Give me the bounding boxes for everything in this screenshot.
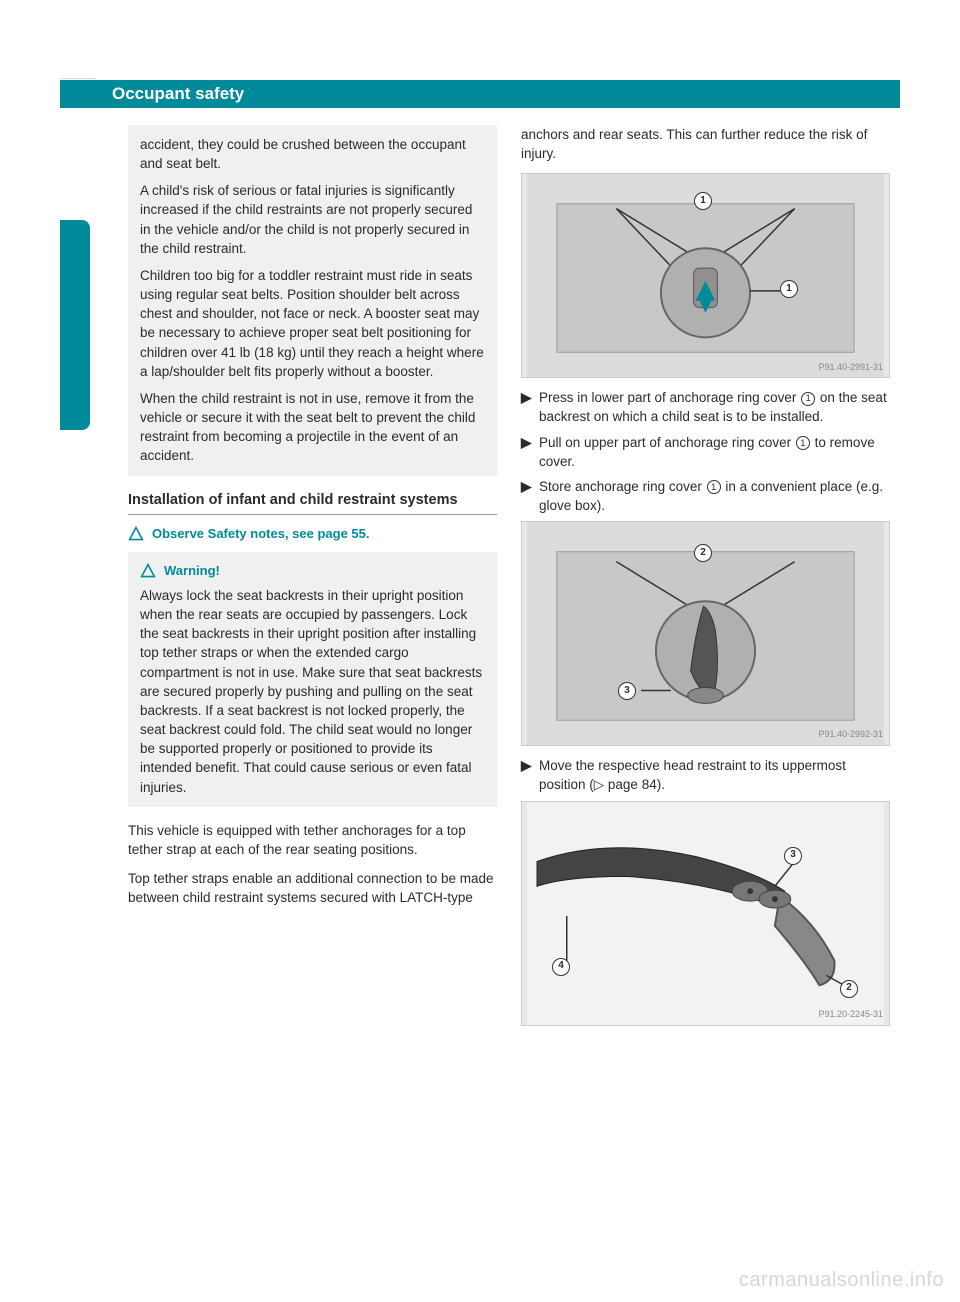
warning-box-1: accident, they could be crushed between …: [128, 125, 497, 476]
bullet-1: ▶ Press in lower part of anchorage ring …: [521, 388, 890, 426]
figure-3: 3 4 2 P91.20-2245-31: [521, 801, 890, 1026]
box1-p1: accident, they could be crushed between …: [140, 135, 485, 173]
bullet-4: ▶ Move the respective head restraint to …: [521, 756, 890, 794]
bullet-arrow-icon: ▶: [521, 433, 533, 471]
bullet-arrow-icon: ▶: [521, 756, 533, 794]
bullet-2: ▶ Pull on upper part of anchorage ring c…: [521, 433, 890, 471]
callout-2b: 2: [840, 980, 858, 998]
box1-p2: A child's risk of serious or fatal injur…: [140, 181, 485, 258]
watermark: carmanualsonline.info: [739, 1269, 944, 1292]
fig2-caption: P91.40-2992-31: [818, 728, 883, 741]
bullet-1-text: Press in lower part of anchorage ring co…: [539, 388, 890, 426]
manual-page: 58 Occupant safety Safety and security a…: [0, 0, 960, 1302]
bullet-arrow-icon: ▶: [521, 477, 533, 515]
left-p1: This vehicle is equipped with tether anc…: [128, 821, 497, 859]
box2-p1: Always lock the seat backrests in their …: [140, 586, 485, 797]
notice1-text: Observe Safety notes, see page 55.: [152, 525, 370, 543]
ref-1-icon: 1: [707, 480, 721, 494]
ref-1-icon: 1: [796, 436, 810, 450]
warning-triangle-icon: [140, 563, 156, 579]
notice2-text: Warning!: [164, 562, 220, 580]
figure-2: 2 3 P91.40-2992-31: [521, 521, 890, 746]
warning-box-2: Warning! Always lock the seat backrests …: [128, 552, 497, 807]
warning-line: Warning!: [140, 562, 485, 580]
fig1-caption: P91.40-2991-31: [818, 361, 883, 374]
ref-1-icon: 1: [801, 392, 815, 406]
box1-p4: When the child restraint is not in use, …: [140, 389, 485, 466]
figure-3-svg: [522, 802, 889, 1025]
box1-p3: Children too big for a toddler restraint…: [140, 266, 485, 381]
bullet-2-text: Pull on upper part of anchorage ring cov…: [539, 433, 890, 471]
bullet-arrow-icon: ▶: [521, 388, 533, 426]
bullet-4-text: Move the respective head restraint to it…: [539, 756, 890, 794]
right-intro: anchors and rear seats. This can further…: [521, 125, 890, 163]
left-p2: Top tether straps enable an additional c…: [128, 869, 497, 907]
section-heading: Installation of infant and child restrai…: [128, 490, 497, 516]
bullet-3-text: Store anchorage ring cover 1 in a conven…: [539, 477, 890, 515]
callout-4: 4: [552, 958, 570, 976]
fig3-caption: P91.20-2245-31: [818, 1008, 883, 1021]
warning-triangle-icon: [128, 526, 144, 542]
bullet-3: ▶ Store anchorage ring cover 1 in a conv…: [521, 477, 890, 515]
header-title: Occupant safety: [112, 84, 244, 104]
content-area: accident, they could be crushed between …: [128, 125, 890, 1242]
right-column: anchors and rear seats. This can further…: [521, 125, 890, 1242]
callout-3b: 3: [784, 847, 802, 865]
left-column: accident, they could be crushed between …: [128, 125, 497, 1242]
header-bar: Occupant safety: [60, 80, 900, 108]
side-tab-label: Safety and security: [58, 265, 79, 430]
figure-1: 1 1 P91.40-2991-31: [521, 173, 890, 378]
safety-notice: Observe Safety notes, see page 55.: [128, 525, 497, 543]
